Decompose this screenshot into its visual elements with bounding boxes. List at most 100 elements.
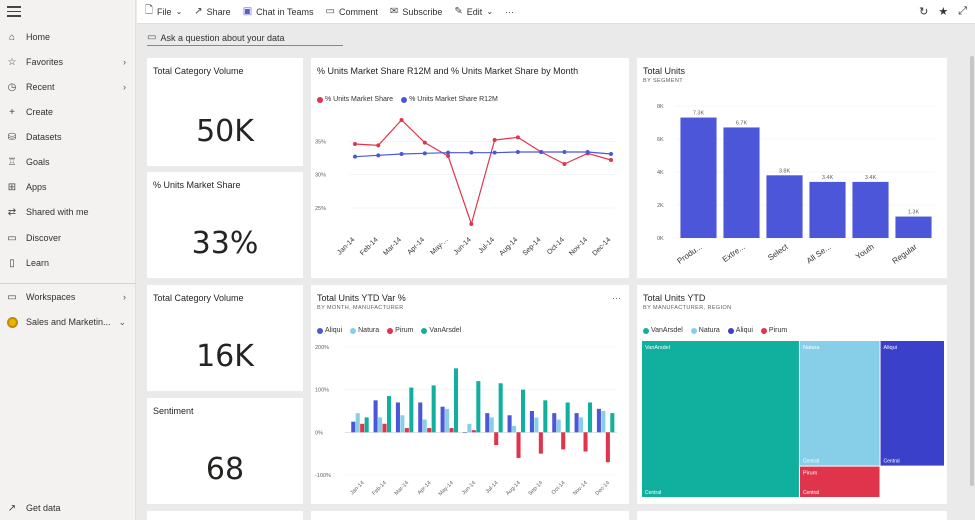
bar — [587, 402, 593, 433]
data-point — [446, 154, 451, 158]
sidebar: ⌂ Home ☆ Favorites › ◷ Recent › + Create ⛁ Datasets… — [0, 0, 136, 520]
treemap-sublabel: Central — [884, 459, 900, 465]
legend-item: % Units Market Share R12M — [401, 96, 498, 103]
comment-button[interactable]: ▭ Comment — [325, 6, 378, 17]
tile-market-share-line-chart[interactable]: % Units Market Share R12M and % Units Ma… — [311, 58, 629, 278]
bar — [516, 432, 521, 458]
tile-units-market-share[interactable]: % Units Market Share 33% — [147, 172, 303, 278]
sidebar-item-label: Apps — [26, 182, 47, 192]
hamburger-menu-icon[interactable] — [7, 6, 21, 18]
sidebar-item-label: Create — [26, 107, 54, 117]
comment-icon: ▭ — [325, 6, 335, 17]
tile-title: Total Category Volume — [153, 66, 244, 76]
data-point — [469, 150, 474, 155]
data-point — [469, 222, 474, 226]
data-point — [585, 150, 590, 154]
data-label: 1.3K — [908, 210, 920, 216]
legend-item: Aliqui — [317, 327, 342, 334]
sidebar-item-label: Favorites — [26, 57, 64, 67]
tile-units-ytd-treemap[interactable]: Total Units YTD BY MANUFACTURER, REGION … — [637, 285, 947, 504]
data-label: 7.3K — [693, 111, 705, 117]
more-options-icon[interactable]: ··· — [612, 293, 621, 303]
fullscreen-icon[interactable]: ⤢ — [958, 5, 967, 17]
tile-sentiment[interactable]: Sentiment 68 — [147, 398, 303, 504]
bar — [445, 408, 450, 433]
qna-input[interactable]: ▭ Ask a question about your data — [147, 30, 343, 46]
scrollbar[interactable] — [969, 56, 975, 496]
data-point — [399, 152, 404, 156]
sidebar-item-current-workspace[interactable]: Sales and Marketin... ⌄ — [0, 311, 136, 333]
x-tick-label: Regular — [891, 242, 919, 266]
x-tick-label: Aug-14 — [505, 480, 522, 497]
sidebar-item-get-data[interactable]: ↗ Get data — [0, 497, 136, 519]
legend-item: VanArsdel — [421, 327, 461, 334]
data-point — [492, 138, 497, 142]
sidebar-item-shared-with-me[interactable]: ⇄ Shared with me — [0, 201, 136, 223]
bar — [512, 425, 517, 433]
apps-icon: ⊞ — [7, 181, 17, 193]
chat-in-teams-button[interactable]: ▣ Chat in Teams — [242, 6, 314, 17]
sidebar-item-recent[interactable]: ◷ Recent › — [0, 76, 136, 98]
mail-icon: ✉ — [389, 6, 399, 17]
sidebar-item-create[interactable]: + Create — [0, 101, 136, 123]
more-options-button[interactable]: ··· — [505, 6, 515, 17]
legend-item: Pirum — [387, 327, 413, 334]
data-point — [609, 158, 613, 162]
refresh-icon[interactable]: ↻ — [919, 6, 929, 18]
sidebar-item-favorites[interactable]: ☆ Favorites › — [0, 51, 136, 73]
treemap-label: VanArsdel — [645, 345, 670, 351]
x-tick-label: Nov-14 — [572, 480, 589, 497]
sidebar-item-apps[interactable]: ⊞ Apps — [0, 176, 136, 198]
tile-units-ytd-var-chart[interactable]: Total Units YTD Var % BY MONTH, MANUFACT… — [311, 285, 629, 504]
legend-item: VanArsdel — [643, 327, 683, 334]
legend-dot — [401, 96, 408, 103]
edit-button[interactable]: ✎ Edit ⌄ — [454, 6, 494, 17]
favorite-star-icon[interactable]: ★ — [938, 6, 949, 18]
x-tick-label: Produ... — [676, 242, 704, 265]
bar — [809, 181, 846, 238]
bar — [583, 432, 588, 452]
bar — [579, 417, 584, 433]
treemap-cell — [880, 341, 944, 466]
bar — [610, 413, 615, 433]
bar — [852, 181, 889, 238]
subscribe-button[interactable]: ✉ Subscribe — [389, 6, 443, 17]
share-button[interactable]: ↗ Share — [194, 6, 231, 17]
tile-total-units-bar-chart[interactable]: Total Units BY SEGMENT 8K 6K 4K 2K 0K 7.3K Pro… — [637, 58, 947, 278]
sidebar-item-label: Discover — [26, 233, 62, 243]
chevron-right-icon: › — [123, 82, 126, 92]
sidebar-item-discover[interactable]: ▭ Discover — [0, 227, 136, 249]
sidebar-item-goals[interactable]: ♖ Goals — [0, 151, 136, 173]
y-tick-label: 200% — [315, 345, 329, 351]
data-point — [515, 135, 520, 140]
x-tick-label: May-14 — [438, 480, 455, 497]
sidebar-item-label: Recent — [26, 82, 55, 92]
x-tick-label: Jan-14 — [349, 480, 365, 496]
x-tick-label: May-... — [429, 236, 449, 256]
y-tick-label: -100% — [315, 473, 331, 479]
tile-total-category-volume-2[interactable]: Total Category Volume 16K — [147, 285, 303, 391]
chevron-down-icon: ⌄ — [486, 7, 494, 16]
bar — [431, 385, 436, 433]
scrollbar-thumb[interactable] — [970, 56, 974, 486]
sidebar-item-home[interactable]: ⌂ Home — [0, 26, 136, 48]
chart-subtitle: BY MONTH, MANUFACTURER — [317, 305, 404, 311]
sidebar-item-learn[interactable]: ▯ Learn — [0, 252, 136, 274]
file-icon: 🗋 — [145, 5, 154, 16]
bar — [605, 432, 610, 463]
data-point — [353, 142, 357, 146]
file-menu[interactable]: 🗋 File ⌄ — [145, 3, 182, 20]
share-icon: ↗ — [194, 6, 203, 17]
x-tick-label: Mar-14 — [394, 480, 411, 497]
x-tick-label: Dec-14 — [591, 236, 612, 257]
legend-item: Natura — [350, 327, 379, 334]
bar — [520, 389, 526, 433]
y-tick-label: 25% — [315, 206, 326, 212]
sidebar-item-datasets[interactable]: ⛁ Datasets — [0, 126, 136, 148]
x-tick-label: Sep-14 — [522, 236, 543, 257]
tile-total-category-volume[interactable]: Total Category Volume 50K — [147, 58, 303, 166]
line-chart: 35% 30% 25% Jan-14 Feb-14 Mar-14 Apr-14 May-...… — [315, 118, 615, 257]
bar — [422, 419, 427, 433]
data-point — [422, 151, 427, 156]
sidebar-item-workspaces[interactable]: ▭ Workspaces › — [0, 286, 136, 308]
